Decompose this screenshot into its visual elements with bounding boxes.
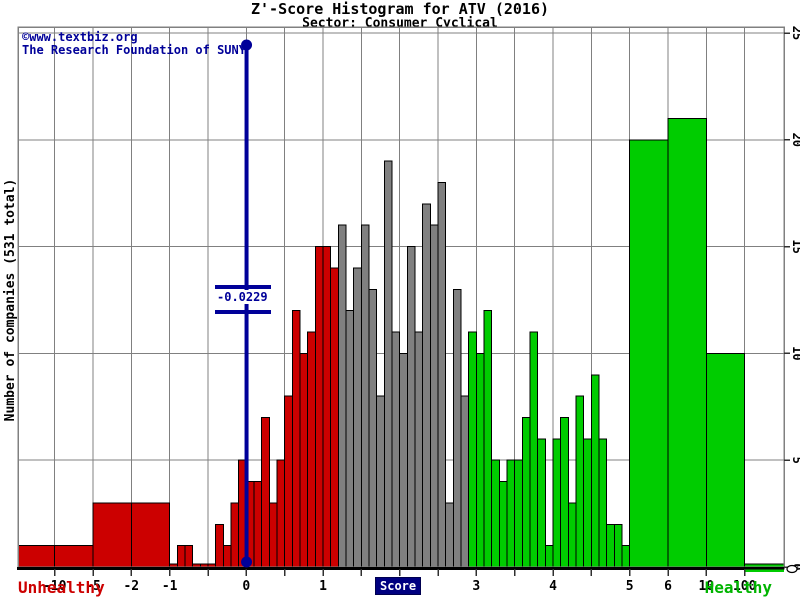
- histogram-bar: [253, 481, 263, 570]
- histogram-bar: [414, 331, 424, 570]
- histogram-bar: [399, 352, 408, 570]
- histogram-bar: [422, 203, 431, 570]
- histogram-bar: [291, 310, 301, 570]
- histogram-bar: [299, 352, 309, 570]
- x-tick-label: 6: [664, 579, 672, 594]
- histogram-bar: [337, 224, 347, 570]
- y-tick-label: 25: [790, 26, 800, 40]
- y-tick-label: 15: [790, 239, 800, 253]
- histogram-bar: [284, 395, 293, 570]
- histogram-bar: [667, 117, 707, 570]
- histogram-bar: [314, 246, 324, 570]
- histogram-bar: [460, 395, 470, 570]
- histogram-bar: [598, 438, 608, 570]
- histogram-bar: [268, 502, 278, 570]
- histogram-bar: [483, 310, 493, 570]
- histogram-bar: [345, 310, 355, 570]
- histogram-bar: [560, 416, 569, 570]
- healthy-zone-label: Healthy: [704, 578, 772, 597]
- histogram-bar: [322, 246, 332, 570]
- x-axis-label: Score: [375, 577, 422, 595]
- histogram-bar: [391, 331, 401, 570]
- x-tick-label: 1: [319, 579, 327, 594]
- histogram-bar: [406, 246, 416, 570]
- histogram-bar: [552, 438, 562, 570]
- histogram-bar: [307, 331, 316, 570]
- chart-title: Z'-Score Histogram for ATV (2016): [250, 0, 549, 18]
- x-tick-label: -5: [85, 579, 101, 594]
- histogram-bar: [621, 545, 631, 570]
- histogram-bar: [54, 545, 94, 570]
- histogram-bar: [491, 459, 500, 570]
- histogram-bar: [514, 459, 523, 570]
- histogram-bar: [498, 481, 508, 570]
- x-tick-label: 100: [733, 579, 757, 594]
- x-tick-label: 4: [549, 579, 557, 594]
- marker-value-label: -0.0229: [215, 290, 270, 304]
- histogram-bar: [383, 160, 393, 570]
- histogram-bar: [437, 182, 447, 570]
- histogram-bar: [230, 502, 240, 570]
- watermark-foundation: The Research Foundation of SUNY: [22, 43, 246, 57]
- histogram-bar: [705, 352, 746, 570]
- histogram-bar: [429, 224, 439, 570]
- histogram-bar: [567, 502, 577, 570]
- y-tick-label: 20: [790, 133, 800, 147]
- marker-bottom-dot: [241, 556, 253, 568]
- histogram-bar: [506, 459, 516, 570]
- histogram-bar: [606, 523, 615, 570]
- histogram-bar: [590, 374, 600, 570]
- histogram-bar: [613, 523, 623, 570]
- histogram-bar: [261, 416, 270, 570]
- y-tick-label: 10: [790, 346, 800, 360]
- histogram-bar: [629, 139, 669, 570]
- histogram-bar: [529, 331, 539, 570]
- x-tick-label: -2: [123, 579, 139, 594]
- histogram-bar: [452, 288, 462, 570]
- histogram-bar: [445, 502, 454, 570]
- histogram-bar: [176, 545, 186, 570]
- histogram-bar: [583, 438, 592, 570]
- histogram-bar: [468, 331, 477, 570]
- x-tick-label: 3: [472, 579, 480, 594]
- histogram-bar: [215, 523, 224, 570]
- histogram-bar: [17, 545, 56, 570]
- histogram-bar: [544, 545, 554, 570]
- x-tick-label: 5: [626, 579, 634, 594]
- y-tick-label: 5: [790, 457, 800, 464]
- unhealthy-zone-label: Unhealthy: [18, 578, 105, 597]
- watermark-copyright: ©www.textbiz.org: [22, 30, 138, 44]
- x-tick-label: 0: [242, 579, 250, 594]
- x-tick-label: -10: [43, 579, 67, 594]
- histogram-bar: [184, 545, 194, 570]
- histogram-bar: [475, 352, 485, 570]
- histogram-bar: [330, 267, 339, 570]
- histogram-bar: [537, 438, 546, 570]
- axis-overflow-marker: [786, 564, 798, 574]
- x-tick-label: -1: [162, 579, 178, 594]
- histogram-bar: [222, 545, 232, 570]
- histogram-bar: [360, 224, 370, 570]
- histogram-bar: [368, 288, 378, 570]
- histogram-bar: [575, 395, 585, 570]
- histogram-bar: [376, 395, 385, 570]
- marker-top-dot: [241, 39, 253, 51]
- histogram-bar: [353, 267, 362, 570]
- histogram-bar: [521, 416, 531, 570]
- y-axis-label: Number of companies (531 total): [3, 178, 18, 422]
- histogram-bar: [276, 459, 286, 570]
- x-tick-label: 10: [698, 579, 714, 594]
- histogram-bar: [130, 502, 171, 570]
- overflow-bar-sliver: [744, 569, 784, 572]
- histogram-bar: [92, 502, 132, 570]
